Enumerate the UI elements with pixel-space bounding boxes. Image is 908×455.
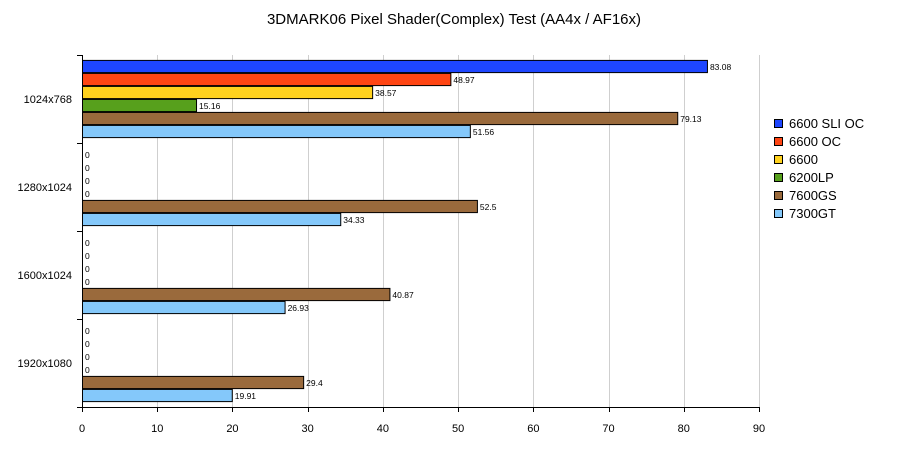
bar bbox=[82, 212, 342, 227]
bar bbox=[82, 388, 233, 403]
legend-label: 7300GT bbox=[789, 205, 836, 221]
legend-swatch bbox=[774, 136, 783, 146]
data-label: 52.5 bbox=[480, 202, 497, 212]
bar bbox=[82, 72, 452, 87]
data-label: 0 bbox=[85, 365, 90, 375]
data-label: 51.56 bbox=[473, 127, 495, 137]
x-tick-label: 20 bbox=[226, 423, 238, 435]
x-tick-label: 90 bbox=[753, 423, 765, 435]
legend-label: 6200LP bbox=[789, 169, 834, 185]
data-label: 0 bbox=[85, 176, 90, 186]
data-label: 0 bbox=[85, 189, 90, 199]
data-label: 0 bbox=[85, 163, 90, 173]
legend-swatch bbox=[774, 172, 783, 182]
legend-label: 6600 SLI OC bbox=[789, 115, 865, 131]
data-label: 0 bbox=[85, 238, 90, 248]
y-category-label: 1024x768 bbox=[24, 94, 72, 106]
bar bbox=[82, 199, 478, 214]
legend-item: 7600GS bbox=[774, 186, 864, 204]
legend-item: 6600 bbox=[774, 150, 864, 168]
data-label: 83.08 bbox=[710, 62, 732, 72]
x-tick-label: 30 bbox=[302, 423, 314, 435]
data-label: 0 bbox=[85, 277, 90, 287]
data-label: 29.4 bbox=[306, 378, 323, 388]
y-category-label: 1600x1024 bbox=[18, 270, 72, 282]
y-category-label: 1920x1080 bbox=[18, 358, 72, 370]
legend-item: 6600 SLI OC bbox=[774, 114, 864, 132]
x-tick-label: 60 bbox=[527, 423, 539, 435]
bar bbox=[82, 85, 374, 100]
data-label: 38.57 bbox=[375, 88, 397, 98]
data-label: 34.33 bbox=[343, 215, 365, 225]
bar bbox=[82, 59, 708, 74]
x-tick-label: 80 bbox=[678, 423, 690, 435]
x-tick-label: 0 bbox=[79, 423, 85, 435]
legend-swatch bbox=[774, 154, 783, 164]
x-tick-label: 70 bbox=[602, 423, 614, 435]
data-label: 0 bbox=[85, 251, 90, 261]
data-label: 19.91 bbox=[235, 391, 257, 401]
data-label: 26.93 bbox=[288, 303, 310, 313]
legend-swatch bbox=[774, 208, 783, 218]
chart-legend: 6600 SLI OC 6600 OC 6600 6200LP 7600GS 7300GT bbox=[774, 114, 864, 222]
legend-item: 7300GT bbox=[774, 204, 864, 222]
legend-label: 6600 bbox=[789, 151, 818, 167]
x-tick-label: 50 bbox=[452, 423, 464, 435]
bar bbox=[82, 124, 471, 139]
data-label: 40.87 bbox=[392, 290, 414, 300]
legend-label: 6600 OC bbox=[789, 133, 842, 149]
bar bbox=[82, 111, 679, 126]
legend-swatch bbox=[774, 190, 783, 200]
data-label: 79.13 bbox=[680, 114, 702, 124]
data-label: 0 bbox=[85, 326, 90, 336]
bar bbox=[82, 287, 391, 302]
x-tick-label: 10 bbox=[151, 423, 163, 435]
bar bbox=[82, 98, 198, 113]
legend-swatch bbox=[774, 118, 783, 128]
data-label: 0 bbox=[85, 264, 90, 274]
data-label: 0 bbox=[85, 352, 90, 362]
chart-title: 3DMARK06 Pixel Shader(Complex) Test (AA4… bbox=[266, 11, 642, 28]
legend-item: 6200LP bbox=[774, 168, 864, 186]
data-label: 15.16 bbox=[199, 101, 221, 111]
legend-item: 6600 OC bbox=[774, 132, 864, 150]
bar bbox=[82, 300, 286, 315]
legend-label: 7600GS bbox=[789, 187, 837, 203]
data-label: 48.97 bbox=[453, 75, 475, 85]
x-tick-label: 40 bbox=[377, 423, 389, 435]
bar bbox=[82, 375, 305, 390]
y-category-label: 1280x1024 bbox=[18, 182, 72, 194]
data-label: 0 bbox=[85, 150, 90, 160]
data-label: 0 bbox=[85, 339, 90, 349]
